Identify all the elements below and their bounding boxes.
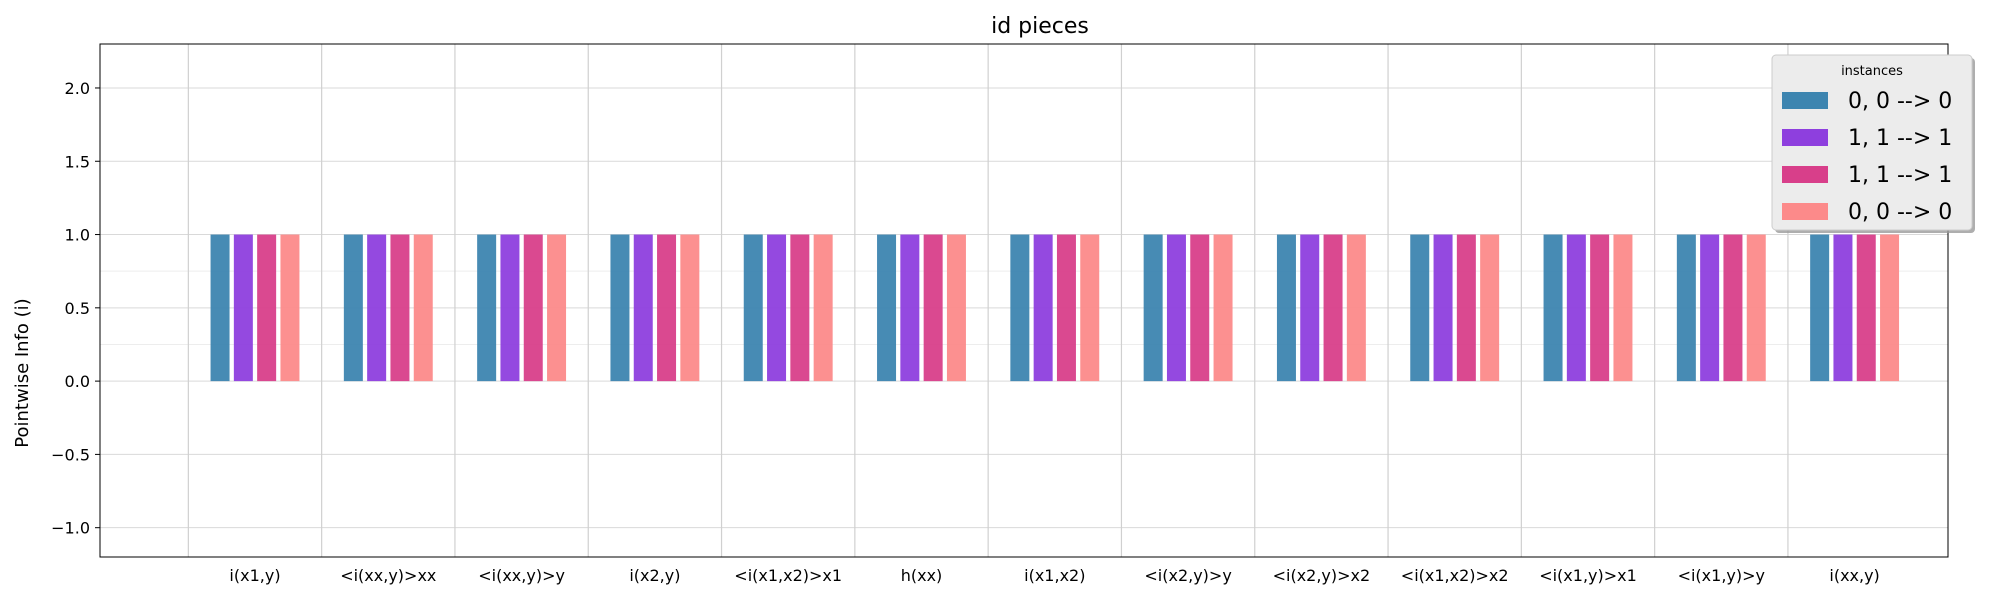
bar: [1213, 234, 1233, 382]
bar: [1723, 234, 1743, 382]
bar: [233, 234, 253, 382]
y-tick-label: 1.5: [65, 152, 90, 171]
bar: [633, 234, 653, 382]
y-axis-label: Pointwise Info (i): [12, 298, 33, 447]
bar: [946, 234, 966, 382]
x-tick-label: i(xx,y): [1829, 566, 1879, 585]
x-tick-label: <i(x2,y)>y: [1144, 566, 1231, 585]
bar: [1323, 234, 1343, 382]
bar: [1810, 234, 1830, 382]
x-tick-label: <i(x1,x2)>x2: [1401, 566, 1509, 585]
bar: [1010, 234, 1030, 382]
bar: [877, 234, 897, 382]
x-tick-label: i(x1,y): [229, 566, 280, 585]
axes-layer: −1.0 −0.5 0.0 0.5 1.0 1.5 2.0 i(x1,y) <i(xx,y)>x…: [51, 43, 1949, 585]
x-tick-label: <i(x2,y)>x2: [1273, 566, 1371, 585]
bar: [1033, 234, 1053, 382]
bar: [1880, 234, 1900, 382]
bar: [1080, 234, 1100, 382]
bar: [813, 234, 833, 382]
x-tick-label: <i(x1,x2)>x1: [734, 566, 842, 585]
bar: [923, 234, 943, 382]
bar: [1480, 234, 1500, 382]
x-tick-label: <i(x1,y)>y: [1678, 566, 1765, 585]
y-tick-label: 0.0: [65, 372, 90, 391]
bar: [1346, 234, 1366, 382]
bar: [1276, 234, 1296, 382]
bar: [1700, 234, 1720, 382]
legend-label: 1, 1 --> 1: [1848, 126, 1952, 151]
bar: [657, 234, 677, 382]
bar: [1456, 234, 1476, 382]
plot-frame: [99, 43, 1949, 558]
chart-title: id pieces: [991, 14, 1089, 39]
bar: [367, 234, 387, 382]
y-tick-label: 0.5: [65, 299, 90, 318]
bar: [1613, 234, 1633, 382]
legend-label: 1, 1 --> 1: [1848, 163, 1952, 188]
x-tick-label: i(x2,y): [629, 566, 680, 585]
legend-swatch: [1782, 203, 1828, 220]
y-tick-label: 2.0: [65, 79, 90, 98]
bar: [390, 234, 410, 382]
bar: [1300, 234, 1320, 382]
x-tick-label: i(x1,x2): [1024, 566, 1085, 585]
legend-title: instances: [1841, 64, 1903, 79]
bars-layer: [210, 234, 1900, 382]
y-tick-label: 1.0: [65, 226, 90, 245]
bar: [1746, 234, 1766, 382]
legend: instances 0, 0 --> 0 1, 1 --> 1 1, 1 --> 1 0…: [1771, 54, 1975, 233]
bar: [547, 234, 567, 382]
bar: [477, 234, 497, 382]
bar: [610, 234, 630, 382]
bar: [1056, 234, 1076, 382]
bar: [1410, 234, 1430, 382]
x-tick-label: h(xx): [901, 566, 943, 585]
bar: [743, 234, 763, 382]
bar: [210, 234, 230, 382]
bar: [900, 234, 920, 382]
bar: [790, 234, 810, 382]
legend-label: 0, 0 --> 0: [1848, 200, 1952, 225]
bar: [1590, 234, 1610, 382]
y-tick-label: −1.0: [51, 519, 90, 538]
bar: [767, 234, 787, 382]
legend-swatch: [1782, 129, 1828, 146]
legend-label: 0, 0 --> 0: [1848, 89, 1952, 114]
bar: [280, 234, 300, 382]
bar: [1856, 234, 1876, 382]
bar: [1143, 234, 1163, 382]
bar: [343, 234, 363, 382]
x-tick-label: <i(x1,y)>x1: [1539, 566, 1637, 585]
legend-swatch: [1782, 166, 1828, 183]
bar: [1566, 234, 1586, 382]
bar: [1433, 234, 1453, 382]
x-tick-label: <i(xx,y)>y: [478, 566, 565, 585]
bar: [1676, 234, 1696, 382]
bar: [680, 234, 700, 382]
bar: [1543, 234, 1563, 382]
bar: [413, 234, 433, 382]
x-tick-label: <i(xx,y)>xx: [340, 566, 436, 585]
bar: [1190, 234, 1210, 382]
bar: [257, 234, 277, 382]
legend-swatch: [1782, 92, 1828, 109]
bar: [1833, 234, 1853, 382]
bar: [500, 234, 520, 382]
y-tick-label: −0.5: [51, 445, 90, 464]
bar: [1166, 234, 1186, 382]
bar: [523, 234, 543, 382]
